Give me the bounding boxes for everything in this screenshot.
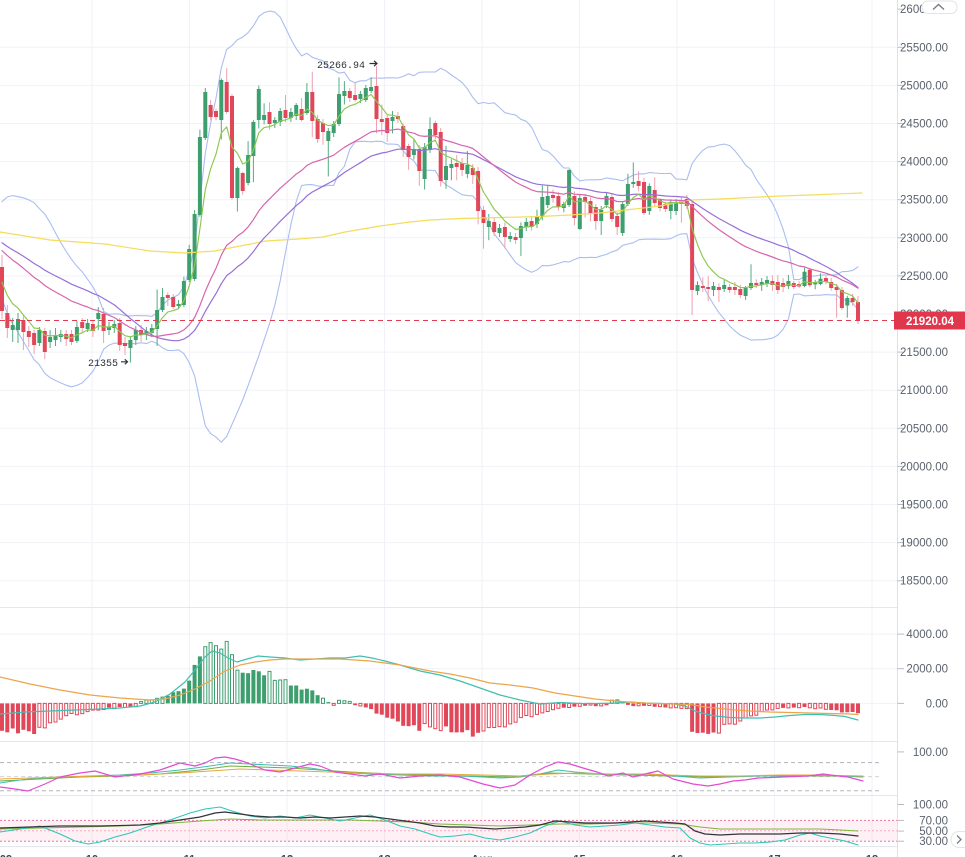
svg-text:10: 10	[86, 854, 98, 857]
svg-text:11: 11	[184, 854, 196, 857]
svg-text:21000.00: 21000.00	[900, 385, 948, 397]
svg-text:17: 17	[768, 854, 780, 857]
svg-text:23000.00: 23000.00	[900, 233, 948, 245]
svg-text:Aug: Aug	[471, 854, 492, 857]
svg-text:24000.00: 24000.00	[900, 157, 948, 169]
svg-text:20500.00: 20500.00	[900, 423, 948, 435]
svg-text:30.00: 30.00	[919, 836, 948, 848]
svg-text:18: 18	[866, 854, 878, 857]
svg-text:22500.00: 22500.00	[900, 271, 948, 283]
svg-text:16: 16	[671, 854, 683, 857]
svg-text:50.00: 50.00	[919, 826, 948, 838]
svg-text:12: 12	[281, 854, 293, 857]
svg-text:18500.00: 18500.00	[900, 576, 948, 588]
svg-text:20000.00: 20000.00	[900, 461, 948, 473]
svg-text:4000.00: 4000.00	[906, 629, 948, 641]
svg-text:21355: 21355	[88, 359, 118, 370]
svg-text:25266.94: 25266.94	[317, 61, 365, 72]
svg-text:0.00: 0.00	[926, 698, 948, 710]
svg-text:100.00: 100.00	[913, 747, 948, 759]
svg-text:24500.00: 24500.00	[900, 119, 948, 131]
svg-text:13: 13	[378, 854, 390, 857]
svg-text:09: 09	[0, 854, 12, 857]
svg-text:25000.00: 25000.00	[900, 80, 948, 92]
svg-text:15: 15	[573, 854, 585, 857]
svg-text:21500.00: 21500.00	[900, 347, 948, 359]
svg-text:25500.00: 25500.00	[900, 42, 948, 54]
svg-text:100.00: 100.00	[913, 800, 948, 812]
svg-text:19000.00: 19000.00	[900, 538, 948, 550]
svg-text:23500.00: 23500.00	[900, 195, 948, 207]
svg-text:70.00: 70.00	[919, 815, 948, 827]
svg-text:19500.00: 19500.00	[900, 500, 948, 512]
svg-text:2000.00: 2000.00	[906, 664, 948, 676]
svg-text:21920.04: 21920.04	[906, 316, 955, 328]
